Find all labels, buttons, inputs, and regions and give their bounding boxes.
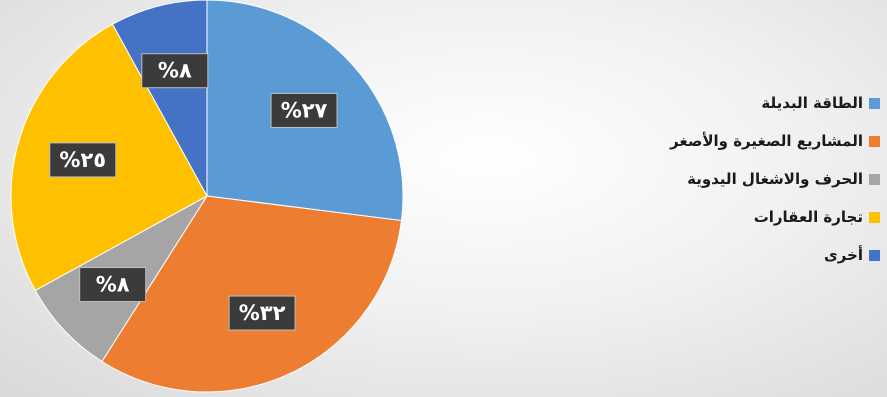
data-label-other: %٨ <box>141 53 209 89</box>
data-label-box <box>141 53 209 89</box>
data-label-text: %٣٢ <box>239 301 286 325</box>
legend-item-small-projects: المشاريع الصغيرة والأصغر <box>610 122 880 160</box>
data-label-box <box>270 92 338 128</box>
legend-item-alternative-energy: الطاقة البديلة <box>610 84 880 122</box>
data-label-alternative-energy: %٢٧ <box>270 92 338 128</box>
data-label-text: %٢٥ <box>59 148 106 172</box>
legend-swatch-real-estate <box>869 211 880 223</box>
data-label-real-estate: %٢٥ <box>49 142 117 178</box>
data-label-text: %٨ <box>158 59 192 83</box>
legend-item-real-estate: تجارة العقارات <box>610 198 880 236</box>
legend-item-crafts: الحرف والاشغال اليدوية <box>610 160 880 198</box>
legend: الطاقة البديلة المشاريع الصغيرة والأصغر … <box>610 84 880 274</box>
legend-item-other: أخرى <box>610 236 880 274</box>
data-label-box <box>49 142 117 178</box>
legend-swatch-alternative-energy <box>869 97 880 109</box>
legend-label-real-estate: تجارة العقارات <box>753 208 863 226</box>
legend-label-other: أخرى <box>823 246 863 264</box>
data-label-crafts: %٨ <box>79 267 147 303</box>
data-label-box <box>228 295 296 331</box>
legend-label-small-projects: المشاريع الصغيرة والأصغر <box>670 132 863 150</box>
pie-slice-other <box>111 0 208 197</box>
legend-label-alternative-energy: الطاقة البديلة <box>761 94 863 112</box>
data-label-small-projects: %٣٢ <box>228 295 296 331</box>
data-label-text: %٨ <box>96 273 130 297</box>
legend-label-crafts: الحرف والاشغال اليدوية <box>687 170 863 188</box>
legend-swatch-small-projects <box>869 135 880 147</box>
data-label-box <box>79 267 147 303</box>
pie-slice-small-projects <box>101 195 403 393</box>
legend-swatch-other <box>869 249 880 261</box>
data-label-text: %٢٧ <box>281 98 328 122</box>
legend-swatch-crafts <box>869 173 880 185</box>
